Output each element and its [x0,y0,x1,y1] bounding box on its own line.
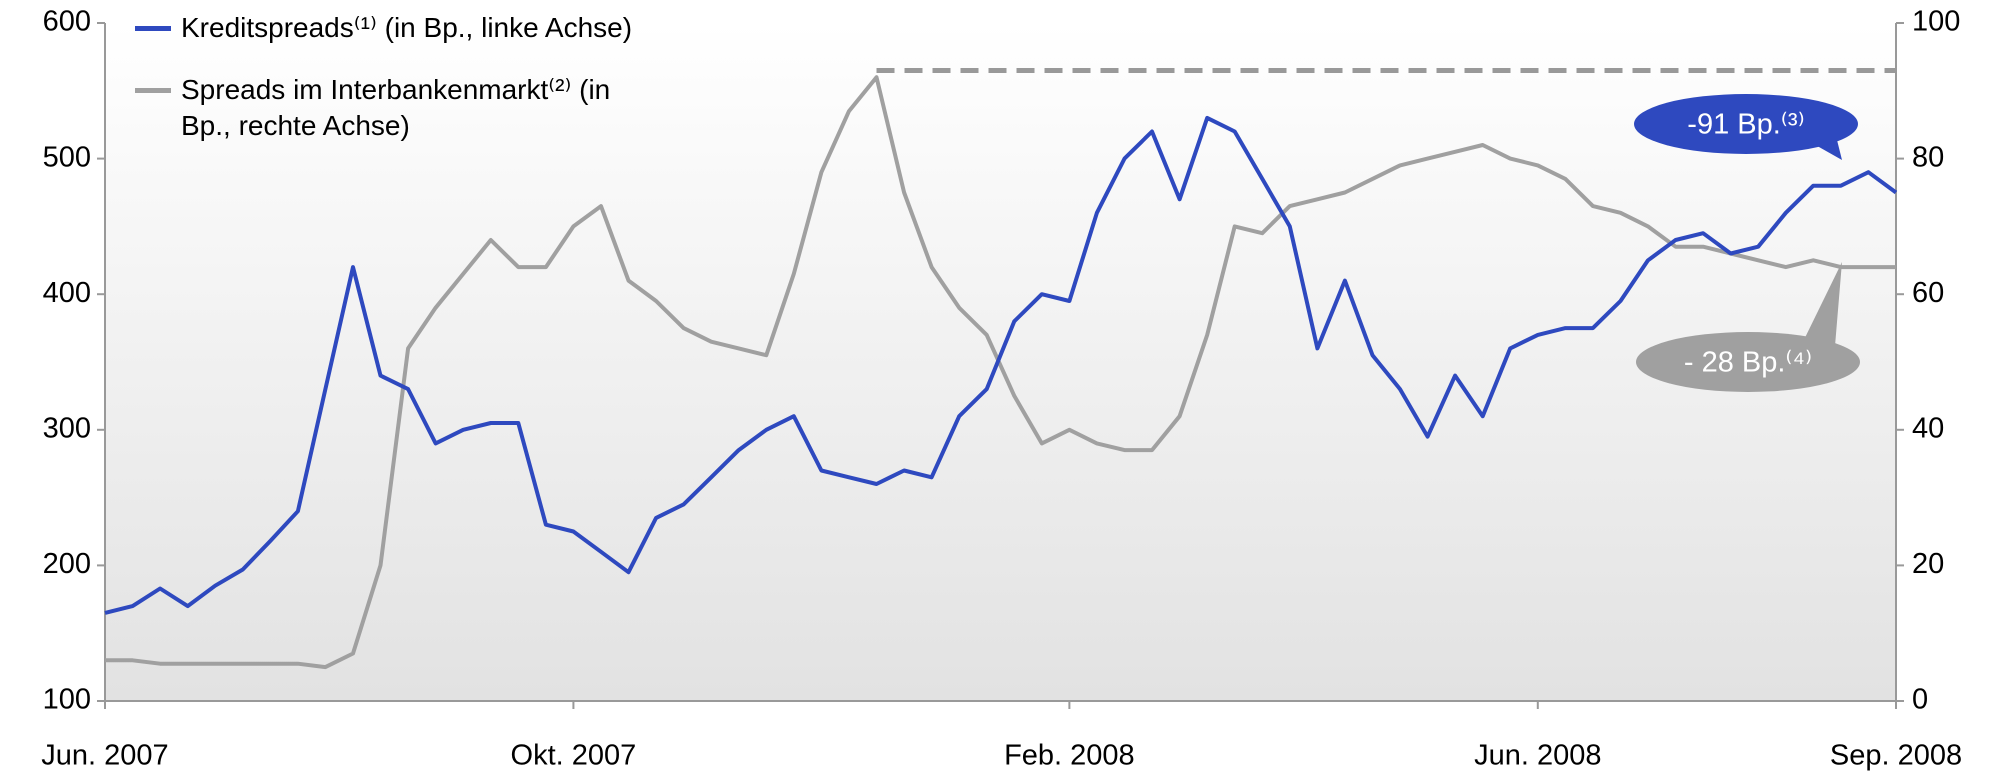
callout-label: - 28 Bp.⁽⁴⁾ [1684,347,1812,379]
legend-label: Kreditspreads⁽¹⁾ (in Bp., linke Achse) [181,12,633,43]
callout-label: -91 Bp.⁽³⁾ [1687,109,1804,141]
y2-tick-label: 80 [1912,141,1944,173]
y-tick-label: 400 [43,277,91,309]
y2-tick-label: 100 [1912,6,1960,38]
x-tick-label: Jun. 2007 [41,740,168,772]
y-tick-label: 600 [43,6,91,38]
legend-swatch [135,26,171,31]
series-line [104,115,1898,615]
series-line [105,75,1896,670]
legend-swatch [135,88,171,93]
x-tick-label: Jun. 2008 [1474,740,1601,772]
y-tick-label: 100 [43,684,91,716]
legend-label: Spreads im Interbankenmarkt⁽²⁾ (in Bp., … [181,74,611,141]
x-tick-label: Sep. 2008 [1830,740,1962,772]
callout-bubble [1634,94,1858,154]
y-tick-label: 200 [43,548,91,580]
x-tick-label: Okt. 2007 [511,740,637,772]
y2-tick-label: 0 [1912,684,1928,716]
y-tick-label: 300 [43,412,91,444]
callout-bubble [1636,332,1860,392]
y2-tick-label: 20 [1912,548,1944,580]
legend-entry: Kreditspreads⁽¹⁾ (in Bp., linke Achse) [135,10,632,46]
x-tick-label: Feb. 2008 [1004,740,1135,772]
y2-tick-label: 40 [1912,412,1944,444]
legend-entry: Spreads im Interbankenmarkt⁽²⁾ (in Bp., … [135,72,615,144]
y2-tick-label: 60 [1912,277,1944,309]
y-tick-label: 500 [43,141,91,173]
